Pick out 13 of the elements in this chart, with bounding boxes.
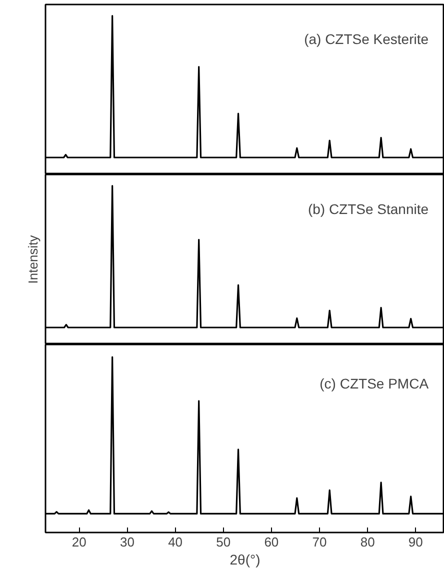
annotation: (b) CZTSe Stannite [308,201,429,217]
x-tick-label: 90 [408,534,423,550]
x-tick-label: 60 [264,534,279,550]
annotation: (c) CZTSe PMCA [320,376,430,392]
x-tick-label: 30 [120,534,134,550]
x-tick-label: 50 [216,534,231,550]
x-axis-title: 2θ(°) [230,552,260,568]
x-tick-label: 20 [72,534,86,550]
annotation: (a) CZTSe Kesterite [304,31,429,47]
y-axis-title: Intensity [26,234,40,284]
x-tick-label: 40 [168,534,183,550]
x-tick-label: 80 [360,534,375,550]
x-tick-label: 70 [312,534,327,550]
